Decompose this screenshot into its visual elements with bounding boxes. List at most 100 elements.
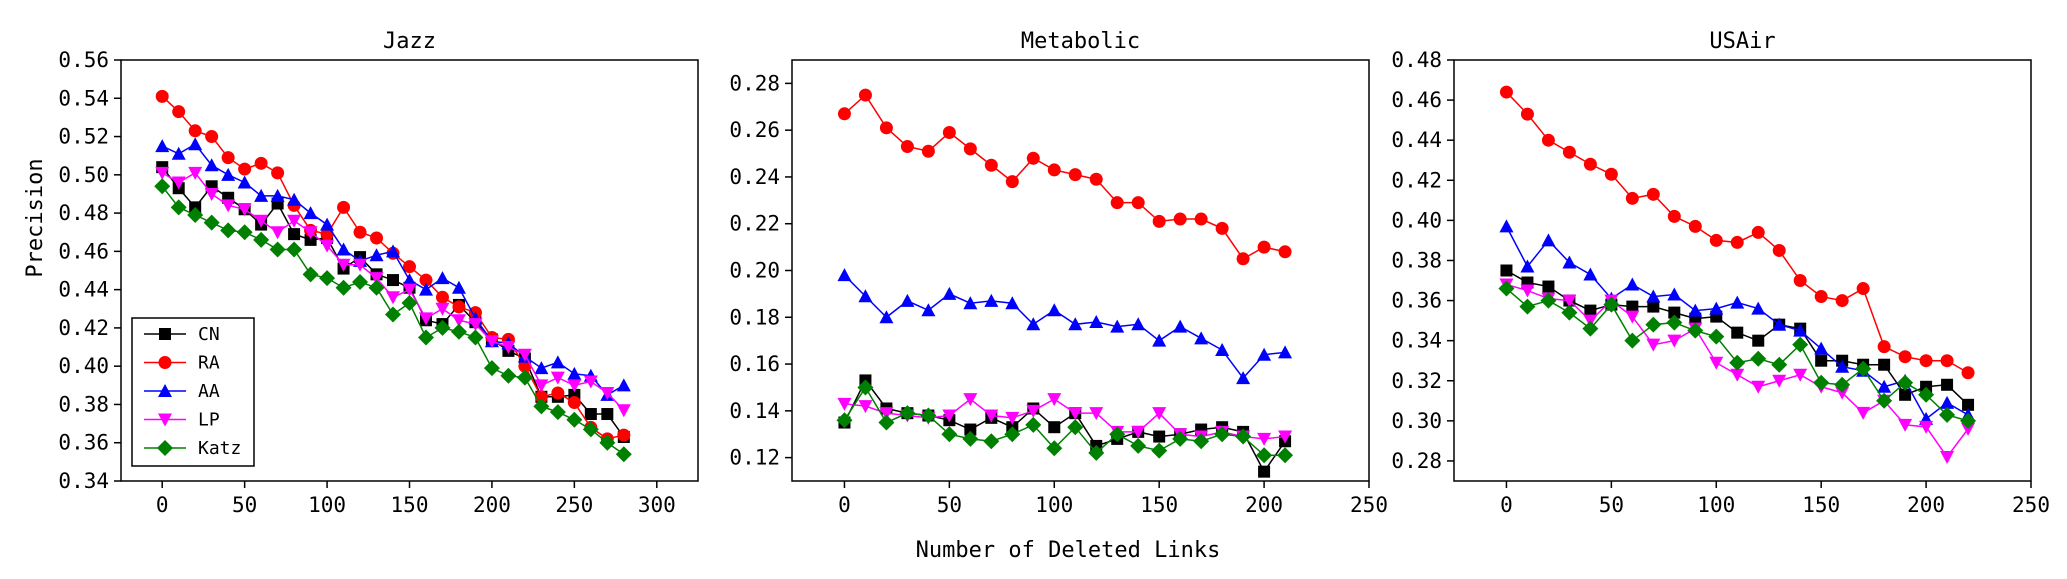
data-point-aa xyxy=(386,244,401,258)
data-point-katz xyxy=(962,430,979,447)
x-tick-label: 100 xyxy=(1697,493,1735,517)
data-point-aa xyxy=(1814,341,1829,355)
data-point-katz xyxy=(1834,376,1851,393)
panel-title: Metabolic xyxy=(1021,29,1140,54)
data-point-katz xyxy=(417,329,434,346)
data-point-katz xyxy=(1067,419,1084,436)
data-point-lp xyxy=(942,409,957,423)
data-point-ra xyxy=(155,89,169,103)
data-point-ra xyxy=(1278,245,1292,259)
data-point-ra xyxy=(337,200,351,214)
data-point-aa xyxy=(1068,317,1083,331)
data-point-cn xyxy=(387,274,400,287)
x-tick-label: 250 xyxy=(2012,493,2050,517)
data-point-ra xyxy=(1541,133,1555,147)
x-tick-label: 150 xyxy=(1140,493,1178,517)
data-point-ra xyxy=(1194,212,1208,226)
data-point-katz xyxy=(1960,412,1977,429)
data-point-katz xyxy=(836,412,853,429)
data-point-katz xyxy=(368,279,385,296)
data-point-cn xyxy=(1815,354,1828,367)
data-point-ra xyxy=(1583,157,1597,171)
data-point-katz xyxy=(1729,354,1746,371)
data-point-katz xyxy=(335,279,352,296)
data-point-lp xyxy=(1131,425,1146,439)
legend-marker-aa xyxy=(158,384,172,397)
y-tick-label: 0.46 xyxy=(58,239,109,263)
data-point-ra xyxy=(1173,212,1187,226)
y-tick-label: 0.24 xyxy=(729,165,780,189)
data-point-katz xyxy=(549,404,566,421)
data-point-lp xyxy=(303,226,318,240)
data-point-lp xyxy=(1625,310,1640,324)
data-point-cn xyxy=(1584,304,1597,317)
data-point-ra xyxy=(963,142,977,156)
data-point-lp xyxy=(171,176,186,190)
data-point-ra xyxy=(942,126,956,140)
data-point-aa xyxy=(188,137,203,151)
data-point-aa xyxy=(1026,317,1041,331)
data-point-katz xyxy=(1624,332,1641,349)
data-point-katz xyxy=(253,231,270,248)
data-point-aa xyxy=(1236,371,1251,385)
y-tick-label: 0.50 xyxy=(58,163,109,187)
data-point-katz xyxy=(920,407,937,424)
data-point-ra xyxy=(1047,163,1061,177)
x-tick-label: 250 xyxy=(1350,493,1388,517)
y-tick-label: 0.34 xyxy=(1391,329,1442,353)
data-point-lp xyxy=(1520,284,1535,298)
data-point-lp xyxy=(1005,411,1020,425)
data-point-cn xyxy=(1962,398,1975,411)
y-tick-label: 0.28 xyxy=(729,71,780,95)
data-point-katz xyxy=(450,323,467,340)
data-point-aa xyxy=(1688,303,1703,317)
data-point-katz xyxy=(615,446,632,463)
data-point-aa xyxy=(984,293,999,307)
data-point-lp xyxy=(468,318,483,332)
data-point-katz xyxy=(1771,356,1788,373)
data-point-ra xyxy=(1131,196,1145,210)
y-tick-label: 0.54 xyxy=(58,86,109,110)
data-point-lp xyxy=(204,187,219,201)
data-point-katz xyxy=(1256,447,1273,464)
data-point-lp xyxy=(320,239,335,253)
y-tick-label: 0.32 xyxy=(1391,369,1442,393)
legend-label: RA xyxy=(198,353,220,374)
data-point-katz xyxy=(1193,433,1210,450)
legend-label: CN xyxy=(198,324,220,345)
data-point-ra xyxy=(1089,172,1103,186)
data-point-katz xyxy=(1172,430,1189,447)
y-tick-label: 0.20 xyxy=(729,259,780,283)
data-point-katz xyxy=(1603,296,1620,313)
data-point-katz xyxy=(1151,442,1168,459)
y-tick-label: 0.18 xyxy=(729,305,780,329)
data-point-katz xyxy=(236,224,253,241)
data-point-katz xyxy=(1561,304,1578,321)
data-point-cn xyxy=(1153,430,1166,443)
data-point-ra xyxy=(172,105,186,119)
series-ra xyxy=(1499,85,1975,380)
data-point-ra xyxy=(403,260,416,274)
x-tick-label: 100 xyxy=(1035,493,1073,517)
series-aa xyxy=(155,137,631,401)
data-point-ra xyxy=(1772,243,1786,257)
data-point-katz xyxy=(1519,298,1536,315)
data-point-ra xyxy=(1005,175,1019,189)
data-point-lp xyxy=(484,335,499,349)
series-katz xyxy=(836,379,1294,464)
data-point-aa xyxy=(1835,359,1850,373)
data-point-aa xyxy=(1173,319,1188,333)
data-point-ra xyxy=(1215,221,1229,235)
data-point-aa xyxy=(1110,319,1125,333)
data-point-lp xyxy=(386,291,401,305)
y-tick-label: 0.52 xyxy=(58,125,109,149)
data-point-aa xyxy=(451,280,466,294)
legend-entry-aa: AA xyxy=(144,381,220,402)
panel-jazz: Jazz 0 50 100 150 200 250 300 0.34 0.36 0.38 0.40 0.… xyxy=(58,29,699,517)
series-line-aa xyxy=(843,274,1286,380)
series-katz xyxy=(1498,280,1977,429)
legend-label: Katz xyxy=(198,438,241,459)
data-point-katz xyxy=(1666,314,1683,331)
data-point-ra xyxy=(1709,233,1723,247)
data-point-lp xyxy=(188,166,203,180)
